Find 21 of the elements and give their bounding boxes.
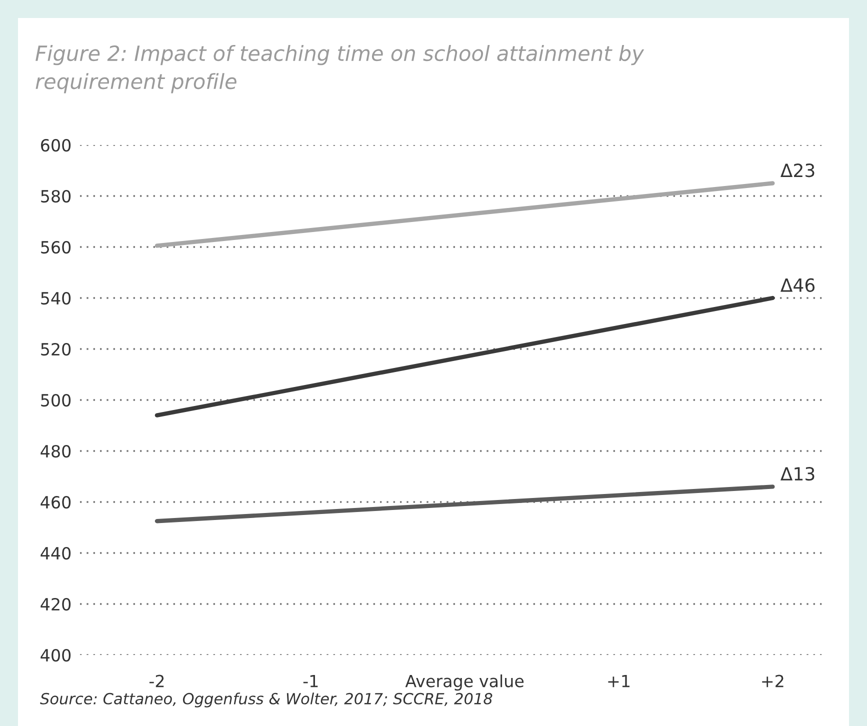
y-tick-label: 420 bbox=[40, 598, 71, 611]
y-tick-label: 460 bbox=[40, 496, 71, 509]
y-tick-label: 400 bbox=[40, 648, 71, 662]
y-tick-label: 480 bbox=[40, 444, 71, 458]
y-tick-label: 440 bbox=[40, 546, 71, 560]
y-tick-label: 600 bbox=[41, 138, 71, 152]
x-tick-label: Average value bbox=[405, 674, 524, 691]
source-note: Source: Cattaneo, Oggenfuss & Wolter, 2017; SCCRE, 2018 bbox=[40, 692, 492, 708]
x-tick-label: +1 bbox=[608, 674, 630, 688]
x-tick-label: -2 bbox=[149, 674, 164, 688]
y-tick-label: 540 bbox=[41, 292, 71, 305]
series-label: Δ23 bbox=[780, 164, 814, 178]
chart-title: Figure 2: Impact of teaching time on school attainment by requirement profile bbox=[36, 45, 644, 94]
y-tick-label: 520 bbox=[41, 342, 71, 356]
y-tick-label: 500 bbox=[41, 394, 71, 407]
y-tick-label: 580 bbox=[41, 190, 71, 203]
series-label: Δ13 bbox=[780, 466, 814, 481]
series-label: Δ46 bbox=[780, 278, 815, 292]
y-tick-label: 560 bbox=[41, 240, 71, 254]
x-tick-label: +2 bbox=[762, 674, 784, 688]
x-tick-label: -1 bbox=[303, 674, 318, 688]
